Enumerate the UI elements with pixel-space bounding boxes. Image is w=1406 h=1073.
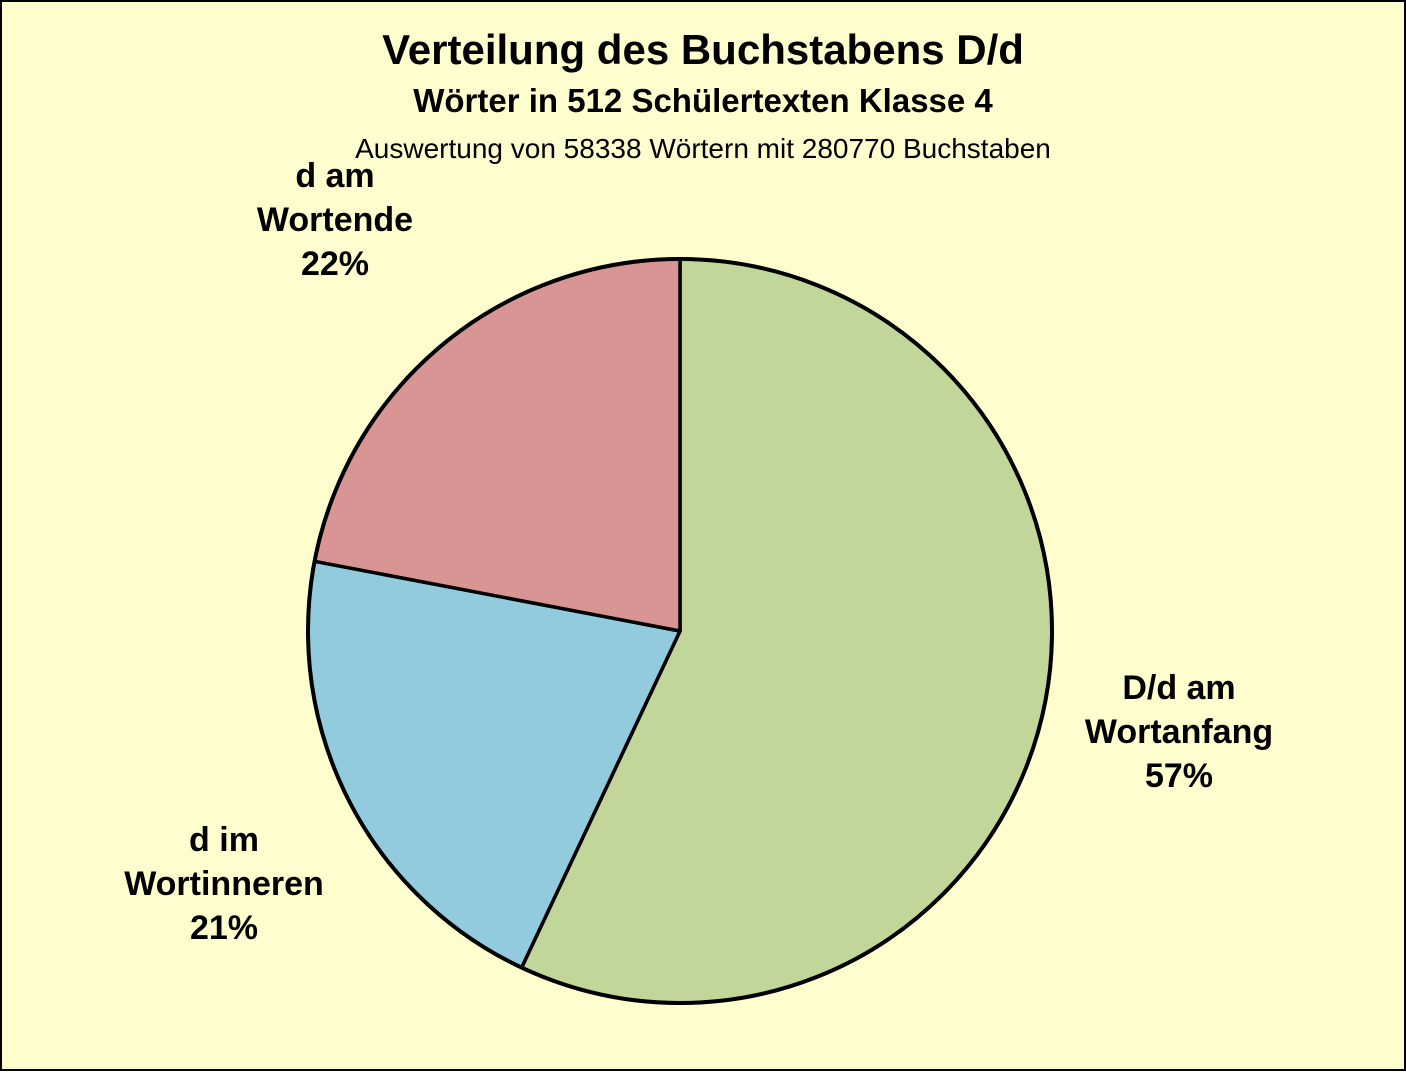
slice-label-wortinneren: d im Wortinneren 21% [124, 821, 324, 948]
pie-outline [306, 257, 1054, 1005]
chart-title: Verteilung des Buchstabens D/d [382, 26, 1024, 73]
chart-subtitle: Wörter in 512 Schülertexten Klasse 4 [413, 82, 993, 119]
slice-label-wortende: d am Wortende 22% [256, 157, 414, 284]
slice-label-wortanfang: D/d am Wortanfang 57% [1084, 669, 1274, 796]
chart-note: Auswertung von 58338 Wörtern mit 280770 … [355, 133, 1051, 164]
